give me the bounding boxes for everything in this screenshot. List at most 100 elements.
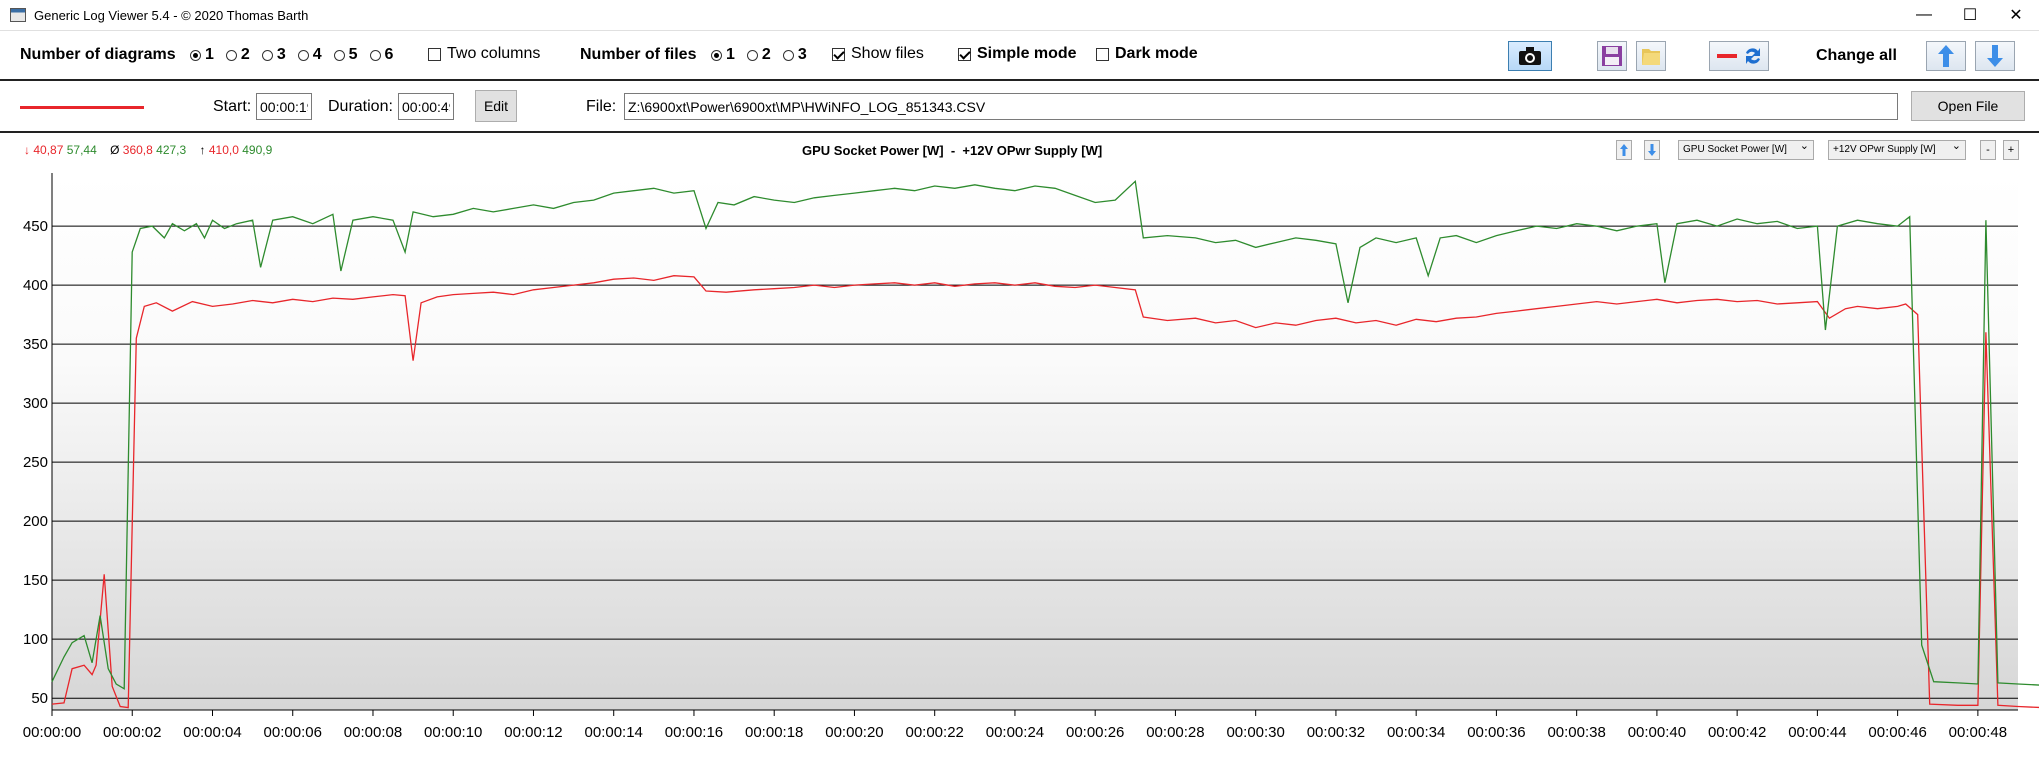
series1-title: GPU Socket Power [W] bbox=[802, 143, 944, 158]
min-red-value: 40,87 bbox=[33, 143, 64, 157]
max-red-value: 410,0 bbox=[208, 143, 239, 157]
radio-icon bbox=[333, 49, 345, 61]
checkbox-icon bbox=[1096, 47, 1109, 61]
edit-button[interactable]: Edit bbox=[475, 90, 517, 122]
window-title: Generic Log Viewer 5.4 - © 2020 Thomas B… bbox=[34, 7, 309, 23]
simple-mode-checkbox[interactable]: Simple mode bbox=[958, 45, 1077, 63]
stats-readout: ↓ 40,87 57,44 Ø 360,8 427,3 ↑ 410,0 490,… bbox=[24, 143, 272, 157]
start-input[interactable] bbox=[256, 93, 312, 120]
title-bar: Generic Log Viewer 5.4 - © 2020 Thomas B… bbox=[0, 0, 2039, 30]
open-folder-button[interactable] bbox=[1636, 41, 1666, 71]
zoom-out-button[interactable]: - bbox=[1980, 140, 1996, 160]
y-axis-ticks: 50 100 150 200 250 300 350 400 450 bbox=[23, 218, 48, 707]
y-tick-label: 250 bbox=[23, 454, 48, 471]
diagram-radio-4[interactable]: 4 bbox=[297, 46, 322, 64]
file-count-radios: 1 2 3 bbox=[711, 46, 807, 64]
diagram-count-radios: 1 2 3 4 5 6 bbox=[190, 46, 393, 64]
diagram-radio-1[interactable]: 1 bbox=[190, 46, 214, 64]
y-tick-label: 300 bbox=[23, 395, 48, 412]
x-tick-label: 00:00:10 bbox=[424, 724, 482, 741]
arrow-down-icon bbox=[1987, 45, 2003, 67]
series-up-button[interactable] bbox=[1616, 140, 1632, 160]
duration-input[interactable] bbox=[398, 93, 454, 120]
y-tick-label: 100 bbox=[23, 631, 48, 648]
x-tick-label: 00:00:02 bbox=[103, 724, 161, 741]
save-button[interactable] bbox=[1597, 41, 1627, 71]
series2-dropdown[interactable]: +12V OPwr Supply [W] bbox=[1828, 139, 1966, 160]
chart-title: GPU Socket Power [W] - +12V OPwr Supply … bbox=[802, 143, 1102, 158]
file-radio-1[interactable]: 1 bbox=[711, 46, 735, 64]
min-green-value: 57,44 bbox=[66, 143, 97, 157]
chart-area[interactable]: 50 100 150 200 250 300 350 400 450 00:00:00 00:00… bbox=[0, 165, 2039, 761]
radio-icon bbox=[261, 49, 273, 61]
x-tick-label: 00:00:36 bbox=[1467, 724, 1525, 741]
diagram-radio-5[interactable]: 5 bbox=[333, 46, 358, 64]
file-label: File: bbox=[586, 98, 617, 115]
folder-icon bbox=[1642, 49, 1660, 65]
zoom-in-button[interactable]: + bbox=[2003, 140, 2019, 160]
x-tick-label: 00:00:00 bbox=[23, 724, 81, 741]
diagram-radio-6[interactable]: 6 bbox=[369, 46, 393, 64]
x-tick-label: 00:00:12 bbox=[504, 724, 562, 741]
y-tick-label: 200 bbox=[23, 513, 48, 530]
x-tick-label: 00:00:46 bbox=[1868, 724, 1926, 741]
checkbox-checked-icon bbox=[958, 47, 971, 61]
radio-icon bbox=[297, 49, 309, 61]
file-radio-2[interactable]: 2 bbox=[746, 46, 771, 64]
change-all-label: Change all bbox=[1816, 47, 1897, 64]
maximize-button[interactable]: ☐ bbox=[1962, 7, 1978, 24]
series-down-button[interactable] bbox=[1644, 140, 1660, 160]
radio-selected-icon bbox=[190, 49, 201, 61]
checkbox-checked-icon bbox=[832, 47, 845, 61]
window-controls: — ☐ ✕ bbox=[1901, 0, 2039, 30]
two-columns-checkbox[interactable]: Two columns bbox=[428, 45, 540, 63]
y-tick-label: 400 bbox=[23, 277, 48, 294]
floppy-disk-icon bbox=[1602, 46, 1622, 66]
series-line-gpu-socket-power bbox=[51, 275, 2039, 709]
x-tick-label: 00:00:14 bbox=[585, 724, 643, 741]
x-tick-label: 00:00:38 bbox=[1547, 724, 1605, 741]
min-arrow-icon: ↓ bbox=[24, 143, 30, 157]
x-tick-label: 00:00:24 bbox=[986, 724, 1044, 741]
y-tick-label: 50 bbox=[31, 690, 48, 707]
dark-mode-checkbox[interactable]: Dark mode bbox=[1096, 45, 1198, 63]
arrow-up-icon bbox=[1938, 45, 1954, 67]
swap-colors-button[interactable] bbox=[1709, 41, 1769, 71]
move-up-all-button[interactable] bbox=[1926, 41, 1966, 71]
radio-icon bbox=[369, 49, 381, 61]
show-files-checkbox[interactable]: Show files bbox=[832, 45, 924, 63]
number-of-diagrams-label: Number of diagrams bbox=[20, 46, 176, 63]
x-tick-label: 00:00:48 bbox=[1949, 724, 2007, 741]
minimize-button[interactable]: — bbox=[1916, 6, 1932, 23]
x-tick-label: 00:00:28 bbox=[1146, 724, 1204, 741]
max-green-value: 490,9 bbox=[242, 143, 273, 157]
x-tick-label: 00:00:40 bbox=[1628, 724, 1686, 741]
close-button[interactable]: ✕ bbox=[2009, 7, 2023, 24]
checkbox-icon bbox=[428, 47, 441, 61]
x-tick-label: 00:00:08 bbox=[344, 724, 402, 741]
avg-green-value: 427,3 bbox=[156, 143, 187, 157]
camera-icon bbox=[1519, 47, 1541, 65]
series-color-line[interactable] bbox=[20, 106, 144, 109]
file-radio-3[interactable]: 3 bbox=[782, 46, 807, 64]
x-tick-label: 00:00:44 bbox=[1788, 724, 1846, 741]
move-down-all-button[interactable] bbox=[1975, 41, 2015, 71]
file-bar: Start: Duration: Edit File: Open File bbox=[0, 83, 2039, 133]
file-path-input[interactable] bbox=[624, 93, 1898, 120]
arrow-up-icon bbox=[1620, 144, 1628, 156]
average-icon: Ø bbox=[110, 143, 120, 157]
series1-dropdown[interactable]: GPU Socket Power [W] bbox=[1678, 139, 1814, 160]
diagram-radio-3[interactable]: 3 bbox=[261, 46, 286, 64]
start-label: Start: bbox=[213, 98, 252, 115]
app-icon bbox=[10, 8, 26, 22]
x-tick-label: 00:00:42 bbox=[1708, 724, 1766, 741]
chart-info-bar: ↓ 40,87 57,44 Ø 360,8 427,3 ↑ 410,0 490,… bbox=[0, 135, 2039, 165]
plot-background-rect bbox=[52, 173, 2018, 710]
arrow-down-icon bbox=[1648, 144, 1656, 156]
avg-red-value: 360,8 bbox=[122, 143, 153, 157]
diagram-radio-2[interactable]: 2 bbox=[225, 46, 250, 64]
x-tick-label: 00:00:26 bbox=[1066, 724, 1124, 741]
open-file-button[interactable]: Open File bbox=[1911, 91, 2025, 121]
screenshot-button[interactable] bbox=[1508, 41, 1552, 71]
